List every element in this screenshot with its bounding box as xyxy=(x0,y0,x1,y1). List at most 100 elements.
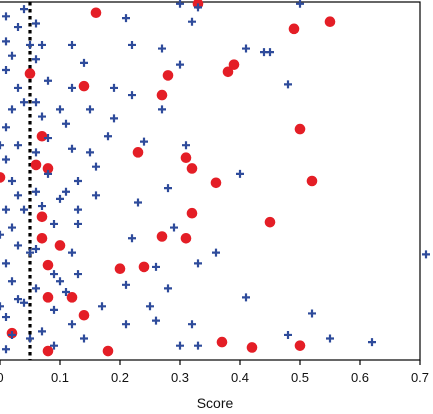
red-point xyxy=(324,16,336,27)
red-point xyxy=(24,68,36,79)
x-tick-label: 0.6 xyxy=(351,370,369,385)
blue-point xyxy=(74,205,82,214)
red-point xyxy=(186,163,198,174)
red-point xyxy=(288,23,300,35)
blue-point xyxy=(68,144,76,153)
x-tick-label: 0.5 xyxy=(291,370,309,385)
red-point xyxy=(102,345,114,357)
blue-point xyxy=(296,0,304,8)
blue-point xyxy=(242,293,250,302)
blue-point xyxy=(152,262,160,271)
blue-point xyxy=(176,60,184,69)
red-point xyxy=(180,152,192,164)
red-point xyxy=(114,263,126,275)
blue-point xyxy=(32,98,40,107)
blue-point xyxy=(128,234,136,243)
red-point xyxy=(36,130,48,142)
blue-point xyxy=(2,259,10,268)
blue-point xyxy=(38,40,46,49)
blue-point xyxy=(62,187,70,196)
red-point xyxy=(42,163,54,174)
blue-point xyxy=(32,245,40,254)
points-layer xyxy=(0,0,430,357)
blue-point xyxy=(56,105,64,114)
blue-point xyxy=(44,76,52,85)
blue-point xyxy=(308,309,316,318)
x-axis-title: Score xyxy=(197,395,234,411)
blue-point xyxy=(14,83,22,92)
blue-point xyxy=(2,345,10,354)
blue-point xyxy=(188,320,196,329)
blue-point xyxy=(176,0,184,8)
blue-point xyxy=(38,327,46,336)
blue-point xyxy=(188,17,196,26)
blue-point xyxy=(122,280,130,289)
red-point xyxy=(306,175,318,187)
blue-point xyxy=(14,23,22,32)
blue-point xyxy=(50,305,58,314)
blue-point xyxy=(2,12,10,21)
blue-point xyxy=(74,270,82,279)
blue-point xyxy=(122,14,130,23)
red-point xyxy=(132,147,144,158)
blue-point xyxy=(164,284,172,293)
blue-point xyxy=(62,287,70,296)
blue-point xyxy=(80,58,88,67)
blue-point xyxy=(68,320,76,329)
red-point xyxy=(0,172,6,183)
blue-point xyxy=(68,248,76,257)
blue-point xyxy=(8,51,16,60)
blue-point xyxy=(170,223,178,232)
blue-point xyxy=(146,302,154,311)
red-point xyxy=(246,342,258,353)
red-point xyxy=(54,240,66,251)
x-tick-label: 0 xyxy=(0,370,4,385)
red-point xyxy=(216,336,228,348)
red-point xyxy=(162,70,174,81)
blue-point xyxy=(212,248,220,257)
blue-point xyxy=(20,98,28,107)
blue-point xyxy=(0,302,4,311)
blue-point xyxy=(32,187,40,196)
blue-point xyxy=(134,198,142,207)
blue-point xyxy=(50,270,58,279)
blue-point xyxy=(26,334,34,343)
red-point xyxy=(36,232,48,244)
blue-point xyxy=(14,241,22,250)
red-point xyxy=(42,345,54,357)
blue-point xyxy=(86,148,94,157)
red-point xyxy=(42,292,54,303)
blue-point xyxy=(194,3,202,12)
red-point xyxy=(186,207,198,219)
x-tick-label: 0.2 xyxy=(111,370,129,385)
blue-point xyxy=(8,177,16,185)
blue-point xyxy=(32,19,40,28)
blue-point xyxy=(26,248,34,257)
blue-point xyxy=(44,169,52,178)
blue-point xyxy=(284,80,292,89)
x-tick-label: 0.3 xyxy=(171,370,189,385)
blue-point xyxy=(164,184,172,193)
blue-point xyxy=(74,219,82,228)
blue-point xyxy=(32,148,40,157)
blue-point xyxy=(128,91,136,100)
blue-point xyxy=(140,137,148,146)
x-tick-label: 0.4 xyxy=(231,370,249,385)
x-tick-label: 0.7 xyxy=(411,370,429,385)
blue-point xyxy=(104,132,112,141)
blue-point xyxy=(38,202,46,211)
blue-point xyxy=(2,123,10,132)
blue-point xyxy=(176,341,184,350)
blue-point xyxy=(2,155,10,164)
blue-point xyxy=(152,316,160,325)
x-tick-label: 0.1 xyxy=(51,370,69,385)
red-point xyxy=(78,80,90,92)
blue-point xyxy=(98,302,106,311)
blue-point xyxy=(56,277,64,286)
red-point xyxy=(156,231,168,242)
blue-point xyxy=(86,105,94,114)
blue-point xyxy=(158,105,166,114)
blue-point xyxy=(110,83,118,92)
blue-point xyxy=(50,341,58,350)
